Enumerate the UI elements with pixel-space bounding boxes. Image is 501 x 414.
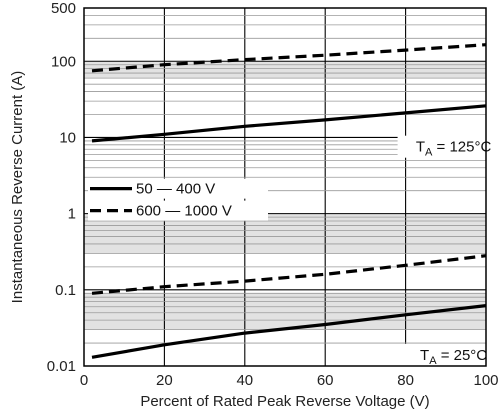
legend: 50 — 400 V 600 — 1000 V (88, 178, 268, 221)
series-line-1 (91, 104, 487, 143)
x-tick-label-3: 60 (317, 372, 334, 389)
x-tick-label-4: 80 (397, 372, 414, 389)
y-tick-label-4: 100 (51, 53, 76, 70)
annotations: TA = 125°C TA = 25°C (397, 135, 501, 367)
legend-background-1 (88, 200, 268, 221)
shaded-band-2 (84, 293, 486, 330)
annotation-background-1 (397, 343, 501, 366)
series-lines (91, 43, 487, 359)
annotation-background-0 (397, 135, 501, 158)
annotation-0: TA = 125°C (416, 139, 492, 159)
x-tick-label-5: 100 (473, 372, 498, 389)
legend-label-1: 600 — 1000 V (136, 203, 232, 220)
annotation-1: TA = 25°C (420, 347, 487, 367)
series-line-3 (91, 304, 487, 359)
legend-label-0: 50 — 400 V (136, 181, 215, 198)
x-tick-label-0: 0 (80, 372, 88, 389)
plot-border (83, 7, 487, 367)
x-tick-label-2: 40 (236, 372, 253, 389)
series-line-0 (91, 43, 487, 73)
y-tick-label-3: 10 (59, 129, 76, 146)
x-tick-label-1: 20 (156, 372, 173, 389)
y-tick-label-2: 1 (68, 206, 76, 223)
shaded-band-0 (84, 61, 486, 79)
y-axis-label: Instantaneous Reverse Current (A) (9, 71, 26, 304)
series-line-2 (91, 254, 487, 295)
shaded-bands (84, 61, 486, 330)
x-axis-label: Percent of Rated Peak Reverse Voltage (V… (140, 393, 429, 410)
y-tick-label-0: 0.01 (47, 358, 76, 375)
y-tick-label-5: 500 (51, 0, 76, 17)
tick-labels: 0 20 40 60 80 100 0.01 0.1 1 10 100 500 (47, 0, 499, 389)
y-tick-label-1: 0.1 (55, 282, 76, 299)
legend-background-0 (88, 178, 268, 199)
